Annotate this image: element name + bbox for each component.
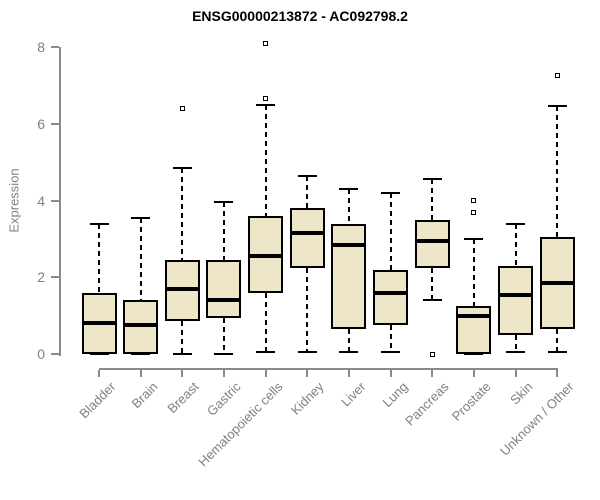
iqr-box xyxy=(331,223,367,330)
lower-whisker-cap xyxy=(89,353,109,355)
upper-whisker xyxy=(222,202,225,260)
median-line xyxy=(331,242,367,247)
lower-whisker xyxy=(264,292,267,353)
lower-whisker xyxy=(431,267,434,301)
outlier-point xyxy=(471,198,477,203)
lower-whisker-cap xyxy=(547,351,567,354)
y-tick-label: 4 xyxy=(37,192,45,209)
upper-whisker xyxy=(139,217,142,301)
x-axis-line xyxy=(99,368,559,370)
outlier-point xyxy=(179,105,185,111)
x-axis-tick xyxy=(264,370,267,377)
upper-whisker xyxy=(306,175,309,209)
x-axis-tick xyxy=(472,370,475,377)
x-axis-tick xyxy=(306,370,309,377)
lower-whisker xyxy=(389,325,392,353)
y-axis-tick xyxy=(51,353,59,355)
lower-whisker xyxy=(514,334,517,353)
outlier-point xyxy=(263,40,269,46)
median-line xyxy=(164,286,200,291)
lower-whisker-cap xyxy=(297,351,317,354)
median-line xyxy=(373,290,409,295)
iqr-box xyxy=(373,269,409,326)
median-line xyxy=(498,292,533,297)
x-axis-tick xyxy=(556,370,559,377)
lower-whisker-cap xyxy=(131,353,151,355)
iqr-box xyxy=(289,208,325,268)
upper-whisker xyxy=(389,192,392,270)
upper-whisker xyxy=(472,238,475,307)
y-axis-tick xyxy=(51,46,59,48)
iqr-box xyxy=(206,259,242,318)
lower-whisker xyxy=(556,329,559,353)
y-tick-label: 2 xyxy=(37,269,45,286)
median-line xyxy=(289,231,325,236)
median-line xyxy=(414,238,450,243)
x-axis-tick xyxy=(514,370,517,377)
lower-whisker-cap xyxy=(339,351,359,354)
x-axis-tick xyxy=(347,370,350,377)
lower-whisker-cap xyxy=(172,353,192,355)
outlier-point xyxy=(263,96,269,102)
lower-whisker xyxy=(306,267,309,353)
median-line xyxy=(123,323,159,328)
y-tick-label: 6 xyxy=(37,115,45,132)
upper-whisker xyxy=(431,179,434,220)
upper-whisker-cap xyxy=(172,166,192,169)
upper-whisker-cap xyxy=(339,187,359,190)
lower-whisker-cap xyxy=(256,351,276,354)
y-axis-tick xyxy=(51,122,59,125)
x-axis-tick xyxy=(98,370,100,377)
upper-whisker xyxy=(181,167,184,260)
upper-whisker-cap xyxy=(131,216,151,219)
upper-whisker-cap xyxy=(422,178,442,181)
median-line xyxy=(456,313,492,318)
iqr-box xyxy=(414,219,450,268)
chart-title: ENSG00000213872 - AC092798.2 xyxy=(192,8,408,24)
x-axis-tick xyxy=(431,370,434,377)
y-axis-tick xyxy=(51,276,59,279)
lower-whisker xyxy=(181,321,184,354)
upper-whisker-cap xyxy=(381,191,401,194)
x-axis-tick xyxy=(222,370,225,377)
outlier-point xyxy=(429,351,435,357)
lower-whisker-cap xyxy=(422,299,442,302)
upper-whisker-cap xyxy=(506,222,525,225)
upper-whisker-cap xyxy=(547,105,567,108)
upper-whisker-cap xyxy=(297,174,317,177)
iqr-box xyxy=(498,265,533,335)
upper-whisker-cap xyxy=(464,237,484,240)
y-axis-tick xyxy=(51,199,59,202)
median-line xyxy=(248,254,284,259)
lower-whisker xyxy=(222,317,225,354)
upper-whisker-cap xyxy=(89,222,109,225)
lower-whisker-cap xyxy=(464,353,484,355)
lower-whisker-cap xyxy=(381,351,401,354)
upper-whisker xyxy=(347,188,350,224)
median-line xyxy=(81,321,117,326)
outlier-point xyxy=(554,73,560,79)
upper-whisker xyxy=(264,104,267,216)
upper-whisker xyxy=(514,223,517,266)
y-axis-line xyxy=(59,47,61,356)
lower-whisker-cap xyxy=(506,351,525,354)
lower-whisker xyxy=(347,329,350,353)
upper-whisker-cap xyxy=(214,201,234,204)
y-tick-label: 0 xyxy=(37,346,45,362)
median-line xyxy=(539,281,575,285)
y-tick-label: 8 xyxy=(37,39,45,55)
upper-whisker-cap xyxy=(256,103,276,106)
upper-whisker xyxy=(556,106,559,237)
x-axis-tick xyxy=(389,370,392,377)
lower-whisker-cap xyxy=(214,353,234,355)
x-axis-tick xyxy=(139,370,142,377)
median-line xyxy=(206,298,242,303)
x-axis-tick xyxy=(181,370,184,377)
upper-whisker xyxy=(98,223,100,293)
outlier-point xyxy=(471,209,477,215)
